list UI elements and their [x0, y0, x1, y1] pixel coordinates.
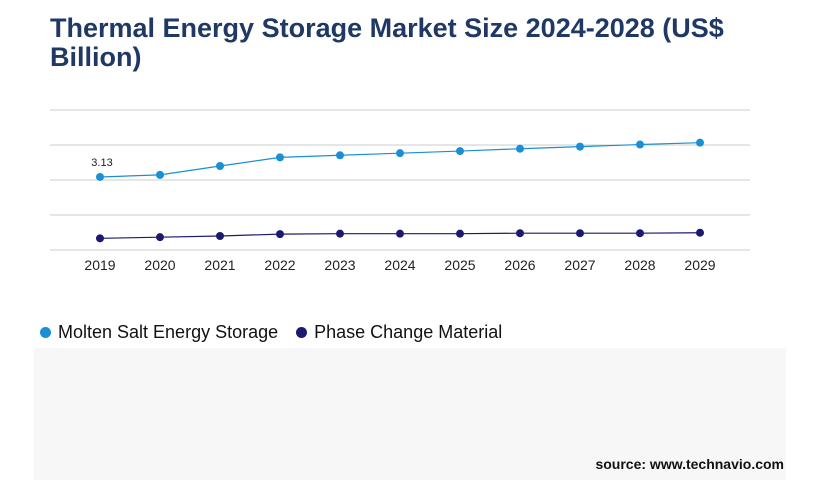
line-chart: 2019 2020 2021 2022 2023 2024 2025 2026 2027 2028… — [50, 109, 750, 273]
series-molten-salt-energy-storage: 3.13 — [91, 138, 704, 181]
chart-title: Thermal Energy Storage Market Size 2024-… — [50, 13, 724, 72]
x-tick-label: 2027 — [564, 257, 595, 273]
legend-label-phase-change: Phase Change Material — [314, 322, 503, 342]
data-point-phase-change-material — [96, 234, 104, 243]
data-point-molten-salt-energy-storage — [216, 162, 224, 170]
x-tick-label: 2028 — [624, 257, 655, 273]
x-tick-label: 2021 — [204, 257, 235, 273]
series-lines: 3.13 — [91, 138, 704, 243]
data-point-phase-change-material — [156, 233, 164, 242]
data-point-molten-salt-energy-storage — [456, 147, 464, 156]
legend-item-molten-salt: Molten Salt Energy Storage — [40, 322, 278, 343]
legend-label-molten-salt: Molten Salt Energy Storage — [58, 322, 279, 342]
gridlines — [50, 109, 750, 251]
x-tick-label: 2023 — [324, 257, 355, 273]
legend-marker-molten-salt — [40, 327, 51, 338]
data-point-phase-change-material — [576, 229, 584, 238]
data-point-molten-salt-energy-storage — [96, 172, 104, 181]
data-point-molten-salt-energy-storage — [396, 149, 404, 158]
footer-panel — [34, 348, 786, 480]
legend-item-phase-change: Phase Change Material — [296, 322, 502, 343]
data-point-phase-change-material — [336, 229, 344, 238]
data-point-molten-salt-energy-storage — [276, 153, 284, 162]
series-line-molten-salt-energy-storage — [99, 142, 701, 178]
data-point-molten-salt-energy-storage — [576, 142, 584, 151]
data-point-phase-change-material — [696, 228, 704, 237]
data-point-molten-salt-energy-storage — [336, 151, 344, 160]
source-credit: source: www.technavio.com — [595, 456, 784, 472]
x-tick-label: 2020 — [144, 257, 175, 273]
x-tick-label: 2029 — [684, 257, 715, 273]
x-tick-label: 2019 — [84, 257, 115, 273]
data-point-phase-change-material — [216, 232, 224, 240]
data-point-phase-change-material — [516, 229, 524, 238]
x-tick-label: 2025 — [444, 257, 475, 273]
x-tick-label: 2022 — [264, 257, 295, 273]
data-point-molten-salt-energy-storage — [636, 140, 644, 149]
legend-marker-phase-change — [296, 327, 308, 338]
legend: Molten Salt Energy Storage Phase Change … — [40, 322, 520, 343]
data-point-phase-change-material — [456, 229, 464, 238]
x-tick-label: 2024 — [384, 257, 415, 273]
data-point-molten-salt-energy-storage — [156, 170, 164, 179]
series-phase-change-material — [96, 228, 704, 243]
x-tick-label: 2026 — [504, 257, 535, 273]
data-point-molten-salt-energy-storage — [696, 138, 704, 147]
x-axis-tick-labels: 2019 2020 2021 2022 2023 2024 2025 2026 2027 2028… — [84, 257, 715, 273]
data-point-molten-salt-energy-storage — [516, 144, 524, 153]
data-label: 3.13 — [91, 157, 112, 169]
data-point-phase-change-material — [276, 230, 284, 239]
data-point-phase-change-material — [396, 229, 404, 238]
data-point-phase-change-material — [636, 229, 644, 238]
